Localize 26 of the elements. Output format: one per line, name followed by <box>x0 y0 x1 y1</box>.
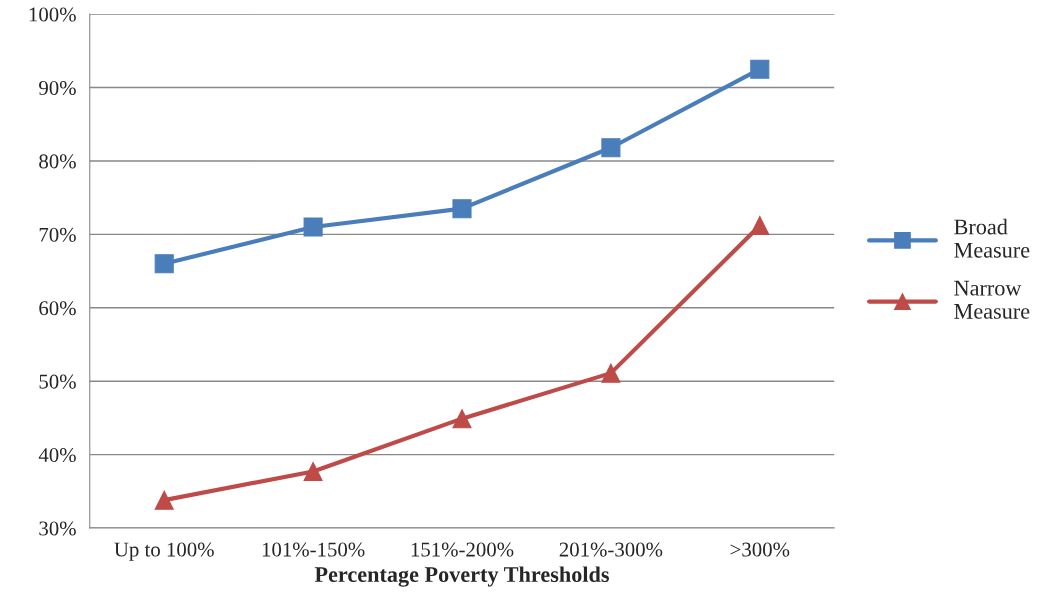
x-tick-label: Up to 100% <box>114 542 214 561</box>
point <box>303 217 323 237</box>
x-tick-label: 151%-200% <box>411 542 514 557</box>
y-tick-label: 50% <box>39 374 76 389</box>
point <box>601 363 621 383</box>
x-tick-label: 201%-300% <box>559 542 663 557</box>
x-tick-label: >300% <box>730 542 790 557</box>
y-tick-label: 70% <box>39 227 76 242</box>
y-tick-label: 90% <box>39 80 76 96</box>
y-tick-label: 100% <box>29 7 76 22</box>
point <box>452 409 472 429</box>
x-axis-title: Percentage Poverty Thresholds <box>314 566 609 587</box>
y-tick-label: 30% <box>39 521 76 536</box>
legend-label: Broad Measure <box>954 218 1030 258</box>
point <box>601 138 621 158</box>
legend-label: Narrow Measure <box>954 280 1030 319</box>
point <box>452 199 472 219</box>
x-tick-label: 101%-150% <box>262 542 365 557</box>
point <box>303 461 323 482</box>
y-tick-label: 40% <box>38 448 76 463</box>
point <box>154 490 174 510</box>
point <box>750 59 770 79</box>
y-tick-label: 80% <box>39 154 76 169</box>
point <box>750 216 770 236</box>
y-tick-label: 60% <box>39 301 76 316</box>
point <box>154 254 174 274</box>
